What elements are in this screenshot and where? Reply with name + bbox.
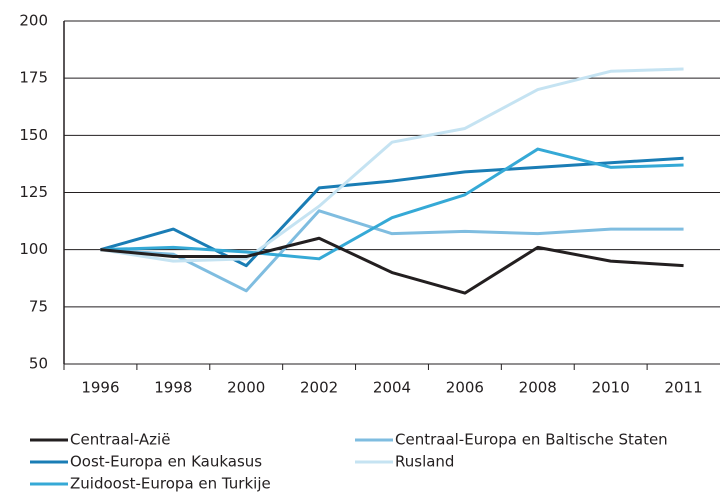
x-tick-label: 1996 <box>81 379 119 397</box>
x-tick-label: 2008 <box>519 379 557 397</box>
legend-label: Oost-Europa en Kaukasus <box>70 453 262 471</box>
series-line <box>100 156 684 268</box>
y-tick-label: 125 <box>19 183 48 201</box>
x-tick-label: 2004 <box>373 379 411 397</box>
y-tick-label: 50 <box>29 355 48 373</box>
x-tick-label: 2011 <box>664 379 702 397</box>
y-tick-label: 75 <box>29 297 48 315</box>
legend-label: Zuidoost-Europa en Turkije <box>70 475 271 493</box>
legend-label: Centraal-Europa en Baltische Staten <box>395 431 668 449</box>
series-line <box>100 236 684 295</box>
x-tick-label: 2002 <box>300 379 338 397</box>
series-line <box>100 67 684 263</box>
x-tick-label: 2006 <box>446 379 484 397</box>
y-tick-label: 200 <box>19 12 48 30</box>
y-tick-label: 150 <box>19 126 48 144</box>
x-tick-label: 2010 <box>592 379 630 397</box>
series-line <box>100 147 684 261</box>
x-tick-label: 1998 <box>154 379 192 397</box>
legend-label: Rusland <box>395 453 454 471</box>
y-tick-label: 175 <box>19 69 48 87</box>
x-tick-label: 2000 <box>227 379 265 397</box>
series-line <box>100 209 684 293</box>
legend-label: Centraal-Azië <box>70 431 170 449</box>
y-tick-label: 100 <box>19 240 48 258</box>
